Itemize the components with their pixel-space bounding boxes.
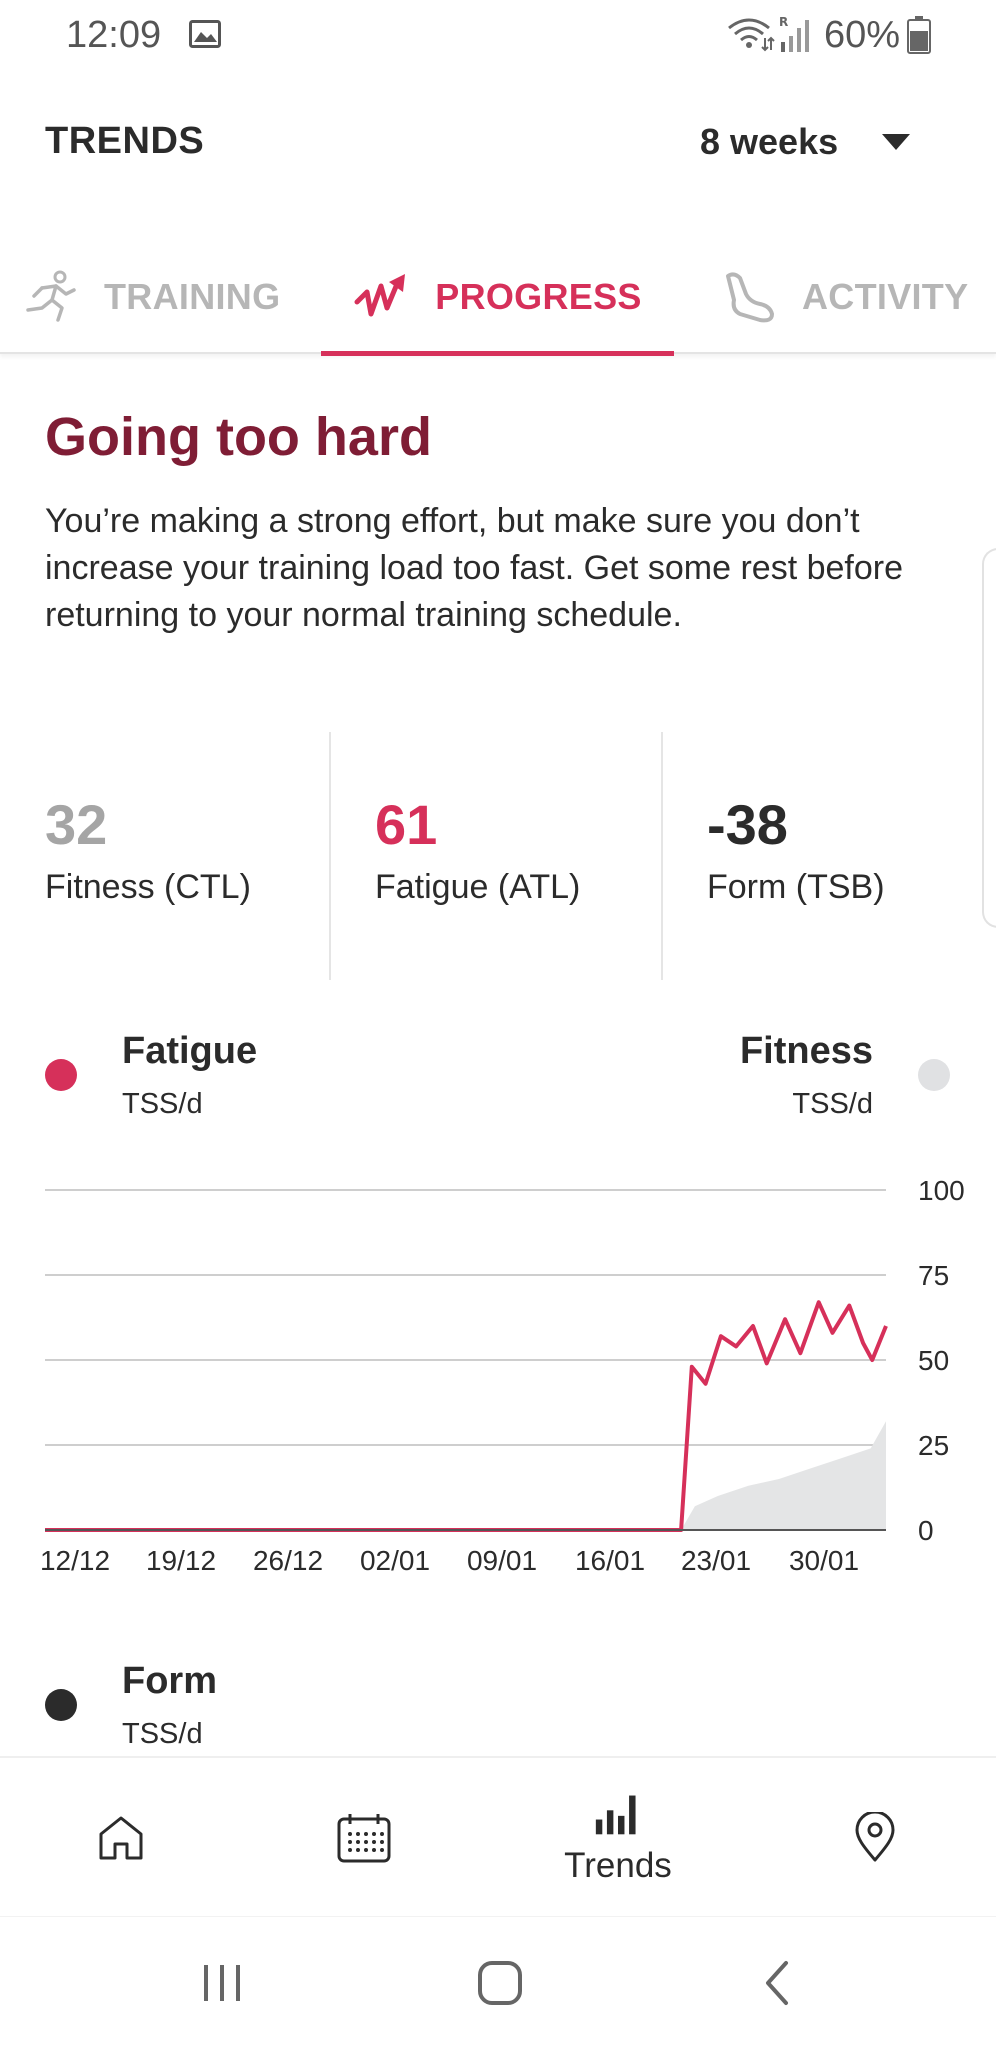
y-tick-label: 25 [918, 1430, 949, 1461]
nav-calendar[interactable] [309, 1758, 419, 1918]
y-tick-label: 0 [918, 1515, 934, 1546]
x-tick-label: 12/12 [40, 1545, 110, 1576]
battery-percent: 60% [824, 14, 901, 56]
x-tick-label: 23/01 [681, 1545, 751, 1576]
fatigue-legend-title: Fatigue [122, 1030, 258, 1072]
location-pin-icon [855, 1812, 895, 1862]
y-tick-label: 100 [918, 1175, 965, 1206]
fitness-legend-dot [918, 1059, 950, 1091]
tab-bar: TRAINING PROGRESS ACTIVITY [0, 240, 996, 356]
status-description: You’re making a strong effort, but make … [45, 502, 904, 634]
page-title: TRENDS [45, 120, 205, 162]
running-icon [26, 270, 76, 322]
nav-trends-label: Trends [564, 1846, 672, 1885]
fatigue-fitness-chart: 100 75 50 25 0 12/12 19/12 26/12 02/01 09/01 16/0… [40, 1175, 965, 1576]
tab-training-label: TRAINING [104, 276, 281, 317]
progress-zigzag-icon [354, 274, 406, 317]
calendar-icon [337, 1814, 391, 1863]
nav-location[interactable] [820, 1758, 930, 1918]
tab-activity-label: ACTIVITY [802, 276, 969, 317]
fatigue-line [45, 1300, 888, 1532]
y-tick-label: 75 [918, 1260, 949, 1291]
x-tick-label: 30/01 [789, 1545, 859, 1576]
period-label: 8 weeks [700, 121, 839, 162]
tab-progress-label: PROGRESS [435, 276, 642, 317]
home-icon [99, 1816, 143, 1860]
recent-apps-icon[interactable] [194, 1955, 250, 2011]
stat-fatigue-value: 61 [375, 793, 438, 856]
stat-fitness-value: 32 [45, 793, 108, 856]
stat-fitness-label: Fitness (CTL) [45, 868, 251, 906]
signal-icon: R [779, 15, 809, 52]
x-tick-label: 26/12 [253, 1545, 323, 1576]
nav-home[interactable] [66, 1758, 176, 1918]
system-nav-bar [0, 1916, 996, 2048]
fatigue-legend-dot [45, 1059, 77, 1091]
battery-icon [907, 16, 931, 54]
x-tick-label: 09/01 [467, 1545, 537, 1576]
fitness-legend-title: Fitness [739, 1030, 873, 1072]
fatigue-legend-unit: TSS/d [122, 1088, 203, 1120]
x-tick-label: 19/12 [146, 1545, 216, 1576]
status-bar: 12:09 R 60% [0, 0, 996, 72]
y-tick-label: 50 [918, 1345, 949, 1376]
tab-training[interactable]: TRAINING [22, 240, 280, 354]
chevron-down-icon [882, 134, 911, 150]
form-legend-title: Form [122, 1660, 217, 1702]
x-tick-label: 02/01 [360, 1545, 430, 1576]
tab-progress[interactable]: PROGRESS [321, 240, 674, 356]
stat-fatigue-label: Fatigue (ATL) [375, 868, 581, 906]
gallery-icon [189, 20, 221, 48]
stat-divider [329, 732, 331, 980]
wifi-icon [728, 18, 775, 52]
back-icon[interactable] [752, 1955, 808, 2011]
form-legend-dot [45, 1689, 77, 1721]
trends-bars-icon [595, 1795, 636, 1835]
status-time: 12:09 [66, 14, 162, 56]
home-button-icon[interactable] [472, 1955, 528, 2011]
nav-trends[interactable]: Trends [548, 1758, 688, 1918]
fitness-area [45, 1421, 886, 1530]
stats-row: 32 Fitness (CTL) 61 Fatigue (ATL) -38 Fo… [0, 732, 996, 980]
period-dropdown[interactable]: 8 weeks [700, 112, 950, 172]
stat-divider [661, 732, 663, 980]
stat-form-label: Form (TSB) [707, 868, 885, 906]
footprint-icon [726, 272, 774, 323]
fitness-legend-unit: TSS/d [792, 1088, 873, 1120]
svg-text:R: R [779, 15, 788, 29]
tab-activity[interactable]: ACTIVITY [720, 240, 968, 354]
stat-form-value: -38 [707, 793, 788, 856]
status-headline: Going too hard [45, 407, 432, 467]
bottom-nav: Trends [0, 1756, 996, 1916]
form-legend-unit: TSS/d [122, 1718, 203, 1750]
x-tick-label: 16/01 [575, 1545, 645, 1576]
